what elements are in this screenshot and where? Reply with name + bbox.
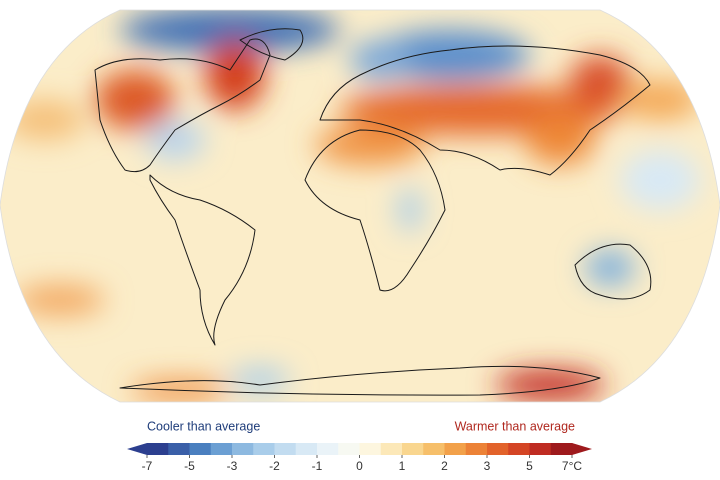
colorbar-segment: [210, 443, 233, 455]
colorbar-tick-label: -7: [142, 459, 153, 473]
colorbar-tick-label: -5: [184, 459, 195, 473]
colorbar-segment: [423, 443, 445, 455]
cooler-label: Cooler than average: [147, 419, 260, 433]
map-outline: [0, 9, 720, 403]
colorbar-segment: [529, 443, 552, 455]
colorbar-segment: [487, 443, 509, 455]
colorbar-segment: [380, 443, 403, 455]
colorbar-segment: [402, 443, 424, 455]
colorbar-segment: [550, 443, 573, 455]
colorbar-arrow-left: [127, 443, 147, 455]
colorbar-segment: [317, 443, 339, 455]
colorbar-segment: [465, 443, 488, 455]
colorbar-segment: [168, 443, 190, 455]
colorbar-segment: [508, 443, 530, 455]
colorbar-tick-label: -2: [269, 459, 280, 473]
colorbar-segment: [189, 443, 212, 455]
colorbar-tick-label: 2: [441, 459, 448, 473]
colorbar-segment: [232, 443, 254, 455]
colorbar-segment: [359, 443, 382, 455]
colorbar-segment: [147, 443, 169, 455]
warmer-label: Warmer than average: [455, 419, 575, 433]
colorbar-segment: [253, 443, 275, 455]
colorbar-tick-label: 0: [356, 459, 363, 473]
colorbar-tick-label: 5: [526, 459, 533, 473]
colorbar-tick-label: 3: [484, 459, 491, 473]
colorbar-segment: [295, 443, 318, 455]
colorbar-tick-label: 1: [399, 459, 406, 473]
colorbar-segment: [444, 443, 467, 455]
colorbar-tick-label: -1: [312, 459, 323, 473]
colorbar-tick-label: 7°C: [562, 459, 582, 473]
anomaly-map: [0, 10, 720, 402]
colorbar-arrow-right: [572, 443, 592, 455]
colorbar-segment: [274, 443, 297, 455]
colorbar-tick-label: -3: [227, 459, 238, 473]
colorbar-segment: [338, 443, 360, 455]
colorbar: -7 -5 -3 -2 -1 0 1 2 3 5 7°C: [127, 443, 592, 473]
